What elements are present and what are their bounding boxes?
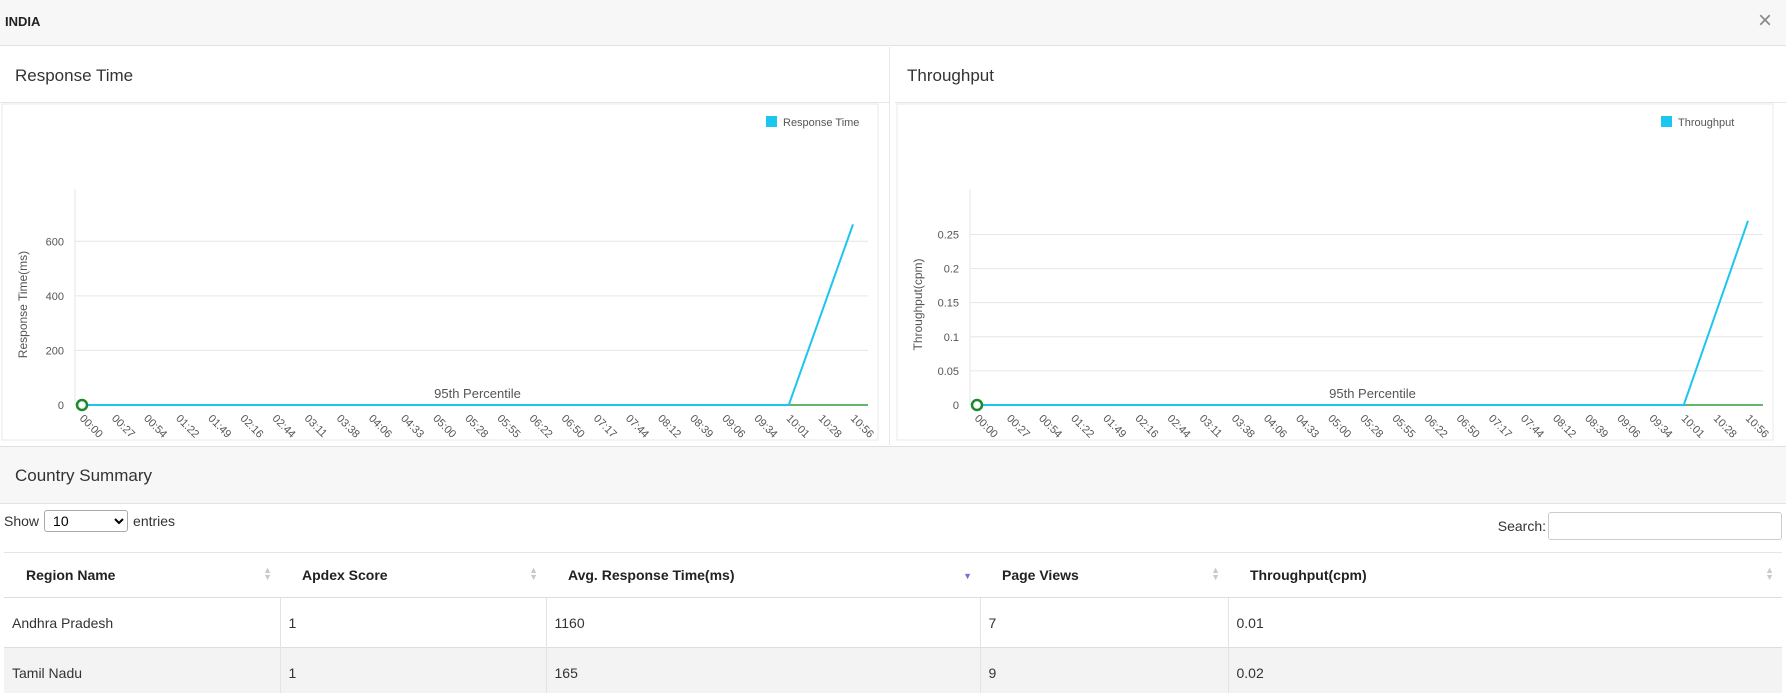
throughput-panel: Throughput 0 0.05 0.1 0.15 0.2 0.25 00:00 00:27… bbox=[895, 47, 1786, 445]
threshold-label: 95th Percentile bbox=[434, 386, 521, 401]
page-length-control: Show 10 entries bbox=[4, 510, 175, 532]
table-search: Search: bbox=[1498, 512, 1782, 540]
cell-page-views: 9 bbox=[980, 647, 1229, 693]
y-tick-label: 400 bbox=[46, 291, 64, 303]
cell-throughput: 0.01 bbox=[1228, 597, 1782, 648]
country-summary-header: Country Summary bbox=[0, 447, 1786, 504]
y-tick-label: 0.25 bbox=[938, 229, 959, 241]
page-size-select[interactable]: 10 bbox=[44, 510, 129, 532]
throughput-chart: 0 0.05 0.1 0.15 0.2 0.25 00:00 00:27 00:54 01:22 0… bbox=[895, 103, 1775, 443]
y-tick-label: 0.05 bbox=[938, 366, 959, 378]
sort-both-icon: ▲ ▼ bbox=[263, 565, 272, 582]
cell-avg-response-time: 165 bbox=[546, 647, 981, 693]
modal-header: INDIA × bbox=[0, 0, 1786, 46]
table-row: Andhra Pradesh 1 1160 7 0.01 bbox=[4, 597, 1782, 648]
legend-label: Response Time bbox=[783, 117, 859, 129]
column-header-region-name[interactable]: Region Name ▲ ▼ bbox=[4, 552, 280, 598]
y-tick-label: 0.2 bbox=[944, 264, 959, 276]
column-header-label: Avg. Response Time(ms) bbox=[568, 567, 735, 583]
cell-region-name: Andhra Pradesh bbox=[4, 597, 281, 648]
data-point bbox=[75, 398, 89, 412]
show-label: Show bbox=[4, 513, 40, 529]
throughput-panel-title: Throughput bbox=[907, 66, 994, 85]
cell-throughput: 0.02 bbox=[1228, 647, 1782, 693]
response-time-chart: 0 200 400 600 00:00 00:27 00:54 01:22 01:49 02:16… bbox=[0, 103, 880, 443]
cell-region-name: Tamil Nadu bbox=[4, 647, 281, 693]
column-header-label: Apdex Score bbox=[302, 567, 388, 583]
y-axis-title: Response Time(ms) bbox=[16, 251, 30, 358]
chart-frame bbox=[896, 103, 1774, 441]
chart-frame bbox=[1, 103, 879, 441]
cell-apdex-score: 1 bbox=[280, 597, 547, 648]
column-header-label: Page Views bbox=[1002, 567, 1079, 583]
legend-swatch bbox=[766, 116, 777, 127]
section-divider bbox=[0, 446, 1786, 447]
series-line bbox=[82, 224, 854, 406]
search-label: Search: bbox=[1497, 518, 1546, 534]
panel-divider bbox=[0, 102, 889, 103]
column-header-label: Region Name bbox=[26, 567, 116, 583]
column-header-avg-response-time[interactable]: Avg. Response Time(ms) ▼ bbox=[546, 552, 980, 598]
sort-both-icon: ▲ ▼ bbox=[1211, 565, 1220, 582]
search-input[interactable] bbox=[1548, 512, 1782, 540]
y-tick-label: 600 bbox=[46, 236, 64, 248]
cell-apdex-score: 1 bbox=[280, 647, 547, 693]
data-point bbox=[970, 398, 984, 412]
column-header-label: Throughput(cpm) bbox=[1250, 567, 1367, 583]
table-row: Tamil Nadu 1 165 9 0.02 bbox=[4, 647, 1782, 693]
response-time-panel-title: Response Time bbox=[15, 66, 134, 85]
cell-avg-response-time: 1160 bbox=[546, 597, 981, 648]
y-axis-title: Throughput(cpm) bbox=[911, 258, 925, 350]
panel-divider bbox=[895, 102, 1786, 103]
y-tick-label: 0.15 bbox=[938, 298, 959, 310]
threshold-label: 95th Percentile bbox=[1329, 386, 1416, 401]
y-tick-label: 200 bbox=[46, 345, 64, 357]
entries-label: entries bbox=[133, 513, 176, 529]
column-header-apdex-score[interactable]: Apdex Score ▲ ▼ bbox=[280, 552, 546, 598]
cell-page-views: 7 bbox=[980, 597, 1229, 648]
sort-both-icon: ▲ ▼ bbox=[1765, 565, 1774, 582]
country-summary-title: Country Summary bbox=[15, 466, 152, 485]
legend-swatch bbox=[1661, 116, 1672, 127]
country-summary-table: Region Name ▲ ▼ Apdex Score ▲ ▼ Avg. Respons… bbox=[4, 552, 1782, 693]
legend-label: Throughput bbox=[1678, 117, 1734, 129]
response-time-panel: Response Time 0 200 400 600 00:00 00:27 00:54 0… bbox=[0, 47, 890, 445]
y-tick-label: 0 bbox=[953, 400, 959, 412]
modal-title: INDIA bbox=[5, 14, 41, 29]
y-tick-label: 0.1 bbox=[944, 332, 959, 344]
close-icon[interactable]: × bbox=[1757, 7, 1772, 34]
table-header-row: Region Name ▲ ▼ Apdex Score ▲ ▼ Avg. Respons… bbox=[4, 552, 1782, 598]
y-tick-label: 0 bbox=[58, 400, 64, 412]
column-header-page-views[interactable]: Page Views ▲ ▼ bbox=[980, 552, 1228, 598]
series-line bbox=[977, 220, 1749, 406]
sort-both-icon: ▲ ▼ bbox=[529, 565, 538, 582]
column-header-throughput[interactable]: Throughput(cpm) ▲ ▼ bbox=[1228, 552, 1782, 598]
sort-desc-icon: ▼ bbox=[963, 571, 972, 581]
